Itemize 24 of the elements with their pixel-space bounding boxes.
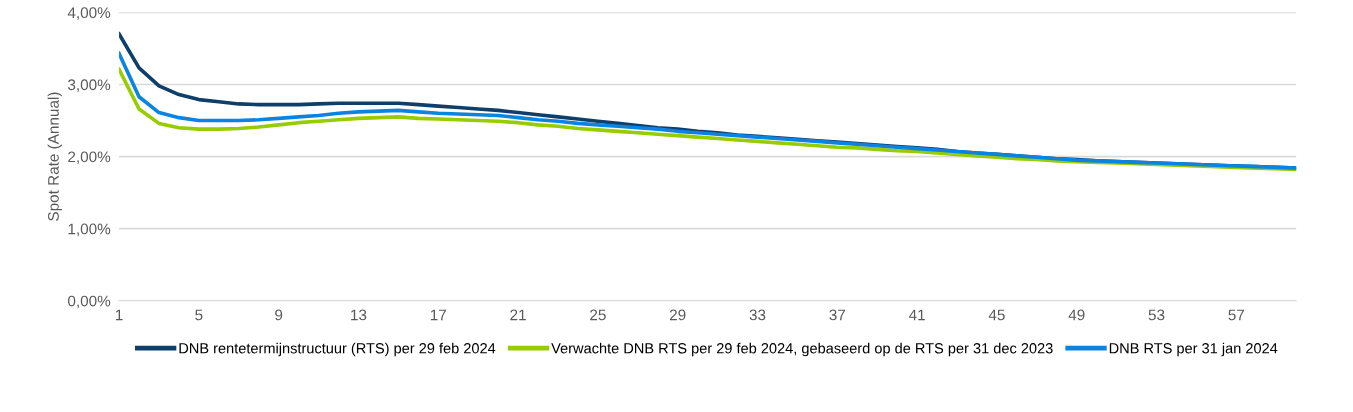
x-tick-label: 49	[1068, 309, 1085, 321]
y-tick-label: 2,00%	[68, 151, 111, 165]
x-tick-label: 33	[749, 309, 766, 321]
y-tick-label: 3,00%	[68, 79, 111, 92]
x-tick-label: 29	[669, 309, 686, 321]
x-tick-label: 45	[988, 309, 1005, 321]
legend-label: Verwachte DNB RTS per 29 feb 2024, gebaseerd op de RTS per 31 dec 2023	[551, 342, 1053, 357]
legend-label: DNB RTS per 31 jan 2024	[1109, 342, 1278, 357]
y-tick-label: 0,00%	[68, 295, 111, 309]
x-tick-label: 53	[1148, 309, 1165, 321]
y-tick-label: 4,00%	[67, 7, 111, 20]
y-axis-title: Spot Rate (Annual)	[47, 92, 62, 221]
x-tick-label: 57	[1228, 309, 1245, 321]
x-tick-label: 25	[590, 309, 606, 321]
x-tick-label: 17	[430, 309, 447, 321]
x-tick-label: 1	[115, 309, 123, 321]
x-tick-label: 13	[351, 309, 367, 321]
y-tick-label: 1,00%	[68, 223, 111, 237]
x-tick-label: 5	[195, 309, 203, 321]
x-tick-label: 37	[829, 309, 846, 321]
x-tick-label: 21	[510, 309, 526, 321]
x-tick-label: 41	[908, 309, 925, 321]
x-tick-label: 9	[275, 309, 283, 321]
legend-label: DNB rentetermijnstructuur (RTS) per 29 feb 2024	[179, 342, 496, 357]
